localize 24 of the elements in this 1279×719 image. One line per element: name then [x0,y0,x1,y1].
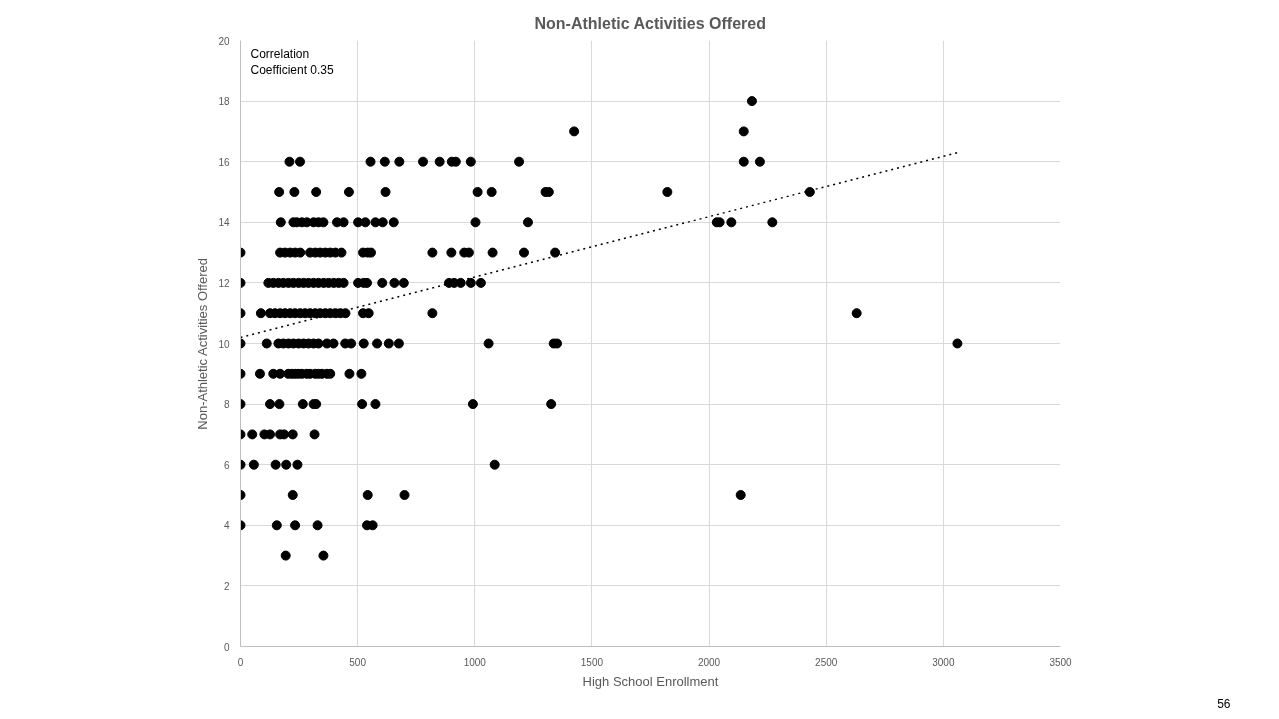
y-tick-label: 10 [218,338,230,350]
x-tick-label: 3500 [1049,656,1073,668]
x-tick-label: 3000 [932,656,955,668]
y-tick-label: 14 [218,217,230,229]
y-tick-label: 8 [223,399,230,411]
x-tick-label: 2000 [697,656,721,668]
y-tick-label: 12 [218,277,230,289]
annotation: Correlation Coefficient 0.35 [250,46,334,78]
x-tick-label: 1000 [463,656,487,668]
chart-title: Non-Athletic Activities Offered [534,14,766,32]
x-tick-label: 500 [349,656,367,668]
x-axis-title: High School Enrollment [582,673,719,689]
y-tick-label: 18 [218,96,230,108]
y-tick-label: 6 [223,459,230,471]
y-tick-label: 2 [223,580,230,592]
x-tick-label: 2500 [815,656,838,668]
y-tick-label: 0 [223,641,230,653]
text: 56 [1217,696,1231,711]
y-tick-label: 16 [218,156,230,168]
x-tick-label: 1500 [580,656,604,668]
y-tick-label: 4 [223,520,230,532]
x-tick-label: 0 [237,656,244,668]
y-tick-label: 20 [218,35,230,47]
y-axis-title: Non-Athletic Activities Offered [195,257,211,430]
